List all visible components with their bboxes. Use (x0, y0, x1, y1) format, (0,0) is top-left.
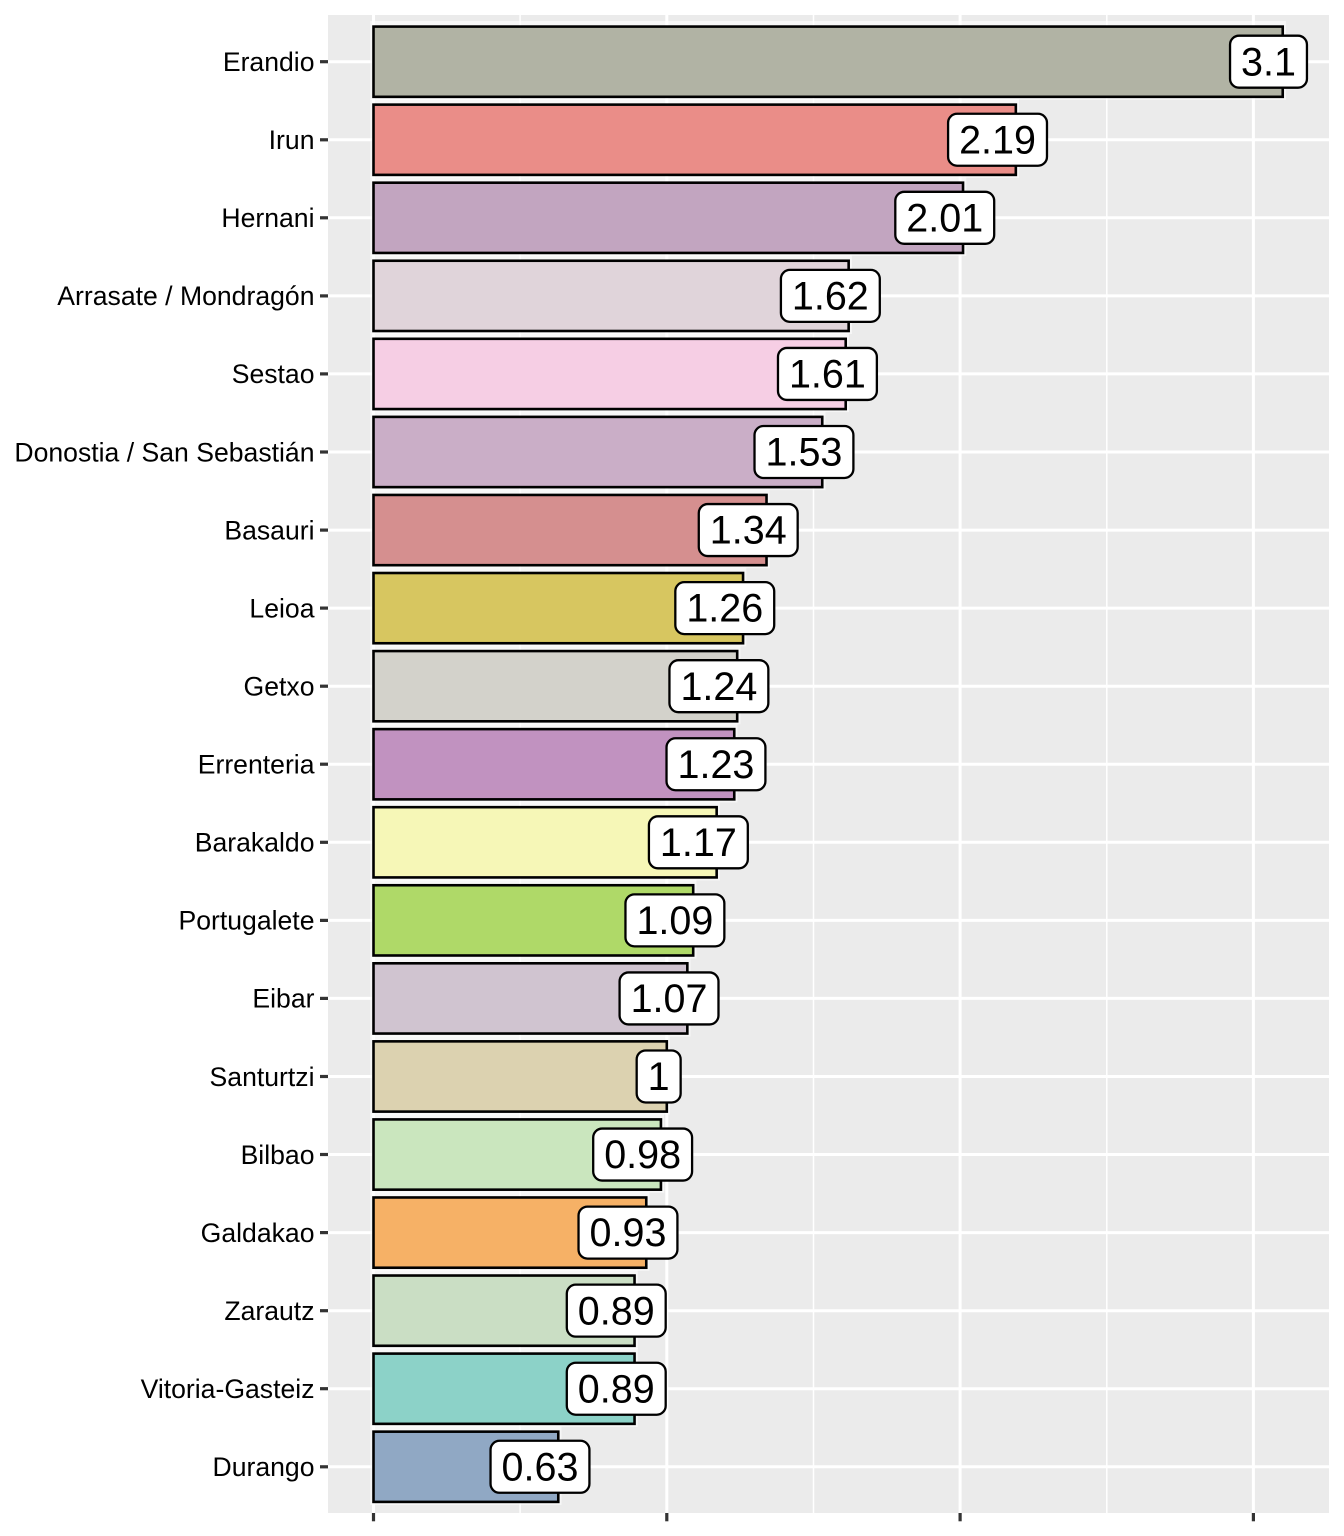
svg-text:1.24: 1.24 (680, 665, 757, 709)
svg-text:Galdakao: Galdakao (201, 1218, 315, 1248)
svg-text:0.89: 0.89 (578, 1367, 655, 1411)
svg-text:Vitoria-Gasteiz: Vitoria-Gasteiz (141, 1374, 315, 1404)
svg-text:3.1: 3.1 (1241, 40, 1296, 84)
svg-text:Arrasate / Mondragón: Arrasate / Mondragón (57, 281, 314, 311)
svg-text:Zarautz: Zarautz (224, 1296, 314, 1326)
svg-text:2.01: 2.01 (906, 196, 983, 240)
svg-text:1.53: 1.53 (766, 431, 843, 475)
svg-text:Leioa: Leioa (249, 593, 314, 623)
svg-text:0.89: 0.89 (578, 1289, 655, 1333)
svg-text:Portugalete: Portugalete (178, 906, 314, 936)
svg-text:1.61: 1.61 (789, 353, 866, 397)
svg-text:1.07: 1.07 (631, 977, 708, 1021)
svg-text:Errenteria: Errenteria (198, 750, 315, 780)
svg-text:Irun: Irun (269, 125, 315, 155)
svg-text:1.09: 1.09 (636, 899, 713, 943)
svg-text:Getxo: Getxo (244, 671, 315, 701)
svg-text:Sestao: Sestao (232, 359, 315, 389)
svg-text:Donostia / San Sebastián: Donostia / San Sebastián (14, 437, 314, 467)
svg-text:1: 1 (648, 1055, 670, 1099)
svg-text:Erandio: Erandio (223, 47, 315, 77)
svg-text:Barakaldo: Barakaldo (195, 828, 315, 858)
svg-text:0.63: 0.63 (502, 1445, 579, 1489)
svg-text:1.62: 1.62 (792, 274, 869, 318)
svg-text:1.23: 1.23 (678, 743, 755, 787)
svg-text:Durango: Durango (212, 1452, 314, 1482)
svg-text:1.26: 1.26 (686, 587, 763, 631)
svg-text:0.98: 0.98 (604, 1133, 681, 1177)
svg-text:0.93: 0.93 (590, 1211, 667, 1255)
svg-text:1.34: 1.34 (710, 509, 787, 553)
svg-text:1.17: 1.17 (660, 821, 737, 865)
svg-text:2.19: 2.19 (959, 118, 1036, 162)
svg-text:Bilbao: Bilbao (241, 1140, 315, 1170)
svg-text:Hernani: Hernani (221, 203, 314, 233)
svg-text:Eibar: Eibar (252, 984, 314, 1014)
svg-text:Santurtzi: Santurtzi (210, 1062, 315, 1092)
svg-text:Basauri: Basauri (224, 515, 314, 545)
